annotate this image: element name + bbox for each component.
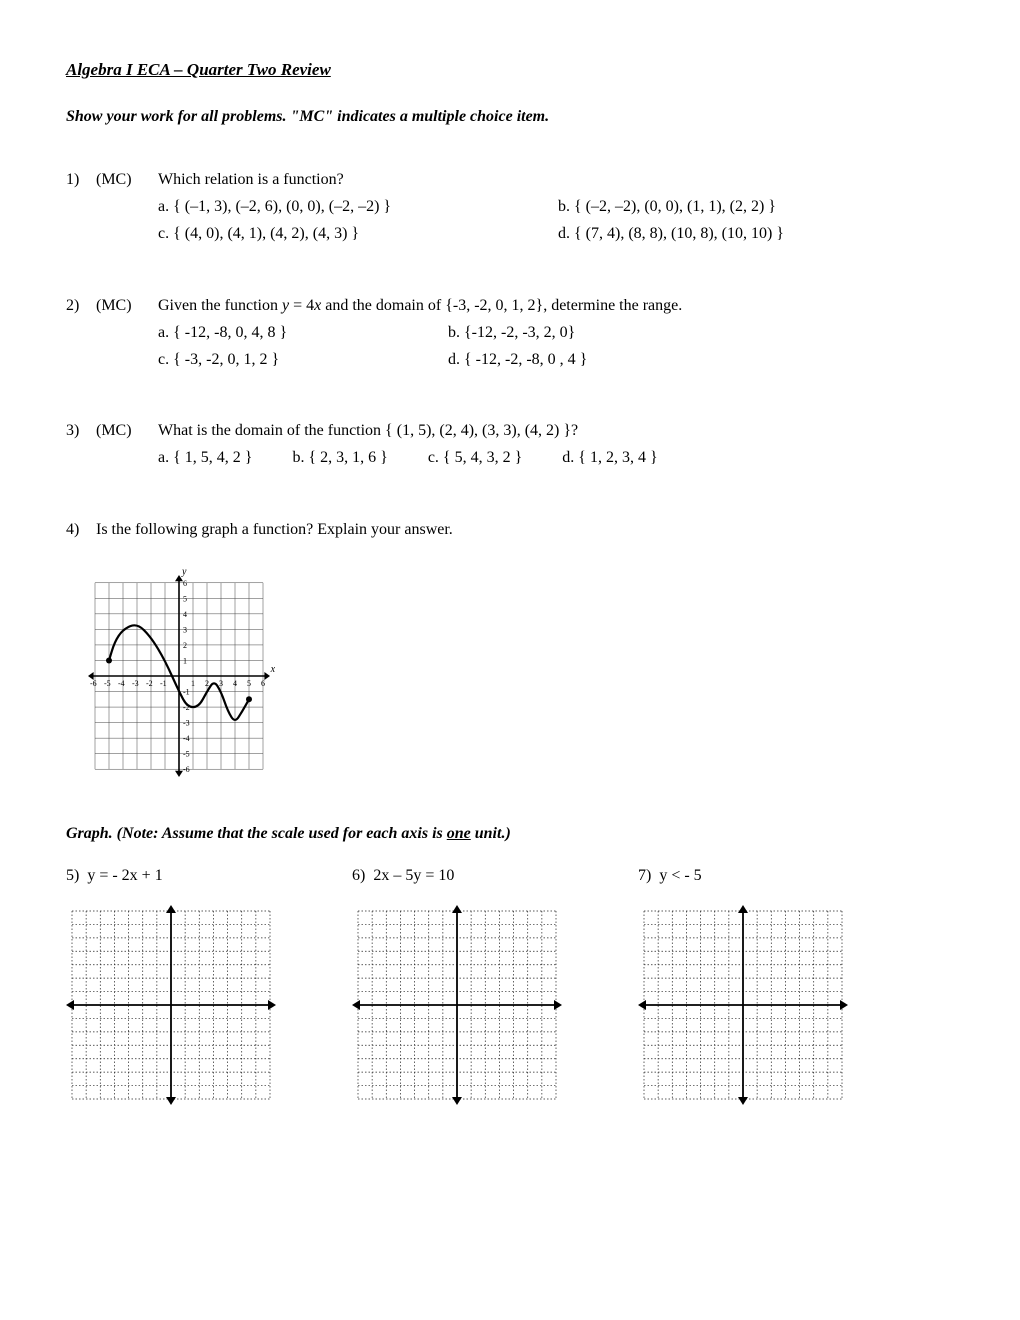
svg-text:y: y [181, 566, 187, 577]
svg-text:1: 1 [183, 656, 187, 665]
q4-number: 4) [66, 516, 96, 543]
q1-option-a: a. { (–1, 3), (–2, 6), (0, 0), (–2, –2) … [158, 193, 558, 220]
document-title: Algebra I ECA – Quarter Two Review [66, 60, 954, 80]
q3-mc-tag: (MC) [96, 417, 158, 471]
q2-option-a: a. { -12, -8, 0, 4, 8 } [158, 319, 448, 346]
svg-text:4: 4 [183, 610, 187, 619]
q3-option-c: c. { 5, 4, 3, 2 } [428, 444, 522, 471]
question-6: 6) 2x – 5y = 10 [352, 867, 562, 1105]
q3-prompt: What is the domain of the function { (1,… [158, 417, 954, 444]
q3-option-a: a. { 1, 5, 4, 2 } [158, 444, 252, 471]
svg-text:2: 2 [183, 641, 187, 650]
q1-prompt: Which relation is a function? [158, 166, 954, 193]
svg-text:1: 1 [191, 679, 195, 688]
q7-grid [638, 905, 848, 1105]
svg-text:-2: -2 [146, 679, 153, 688]
svg-text:5: 5 [247, 679, 251, 688]
q2-number: 2) [66, 292, 96, 374]
q5-grid [66, 905, 276, 1105]
svg-text:-5: -5 [183, 749, 190, 758]
question-4: 4) Is the following graph a function? Ex… [66, 516, 954, 543]
q1-number: 1) [66, 166, 96, 248]
question-5: 5) y = - 2x + 1 [66, 867, 276, 1105]
svg-text:6: 6 [183, 578, 187, 587]
svg-text:-1: -1 [160, 679, 167, 688]
graph-note: Graph. (Note: Assume that the scale used… [66, 825, 954, 843]
q1-option-c: c. { (4, 0), (4, 1), (4, 2), (4, 3) } [158, 220, 558, 247]
q2-option-d: d. { -12, -2, -8, 0 , 4 } [448, 346, 587, 373]
q4-graph: 1-12-23-34-45-56-61-12-23-34-45-56-6yx [70, 557, 954, 795]
question-1: 1) (MC) Which relation is a function? a.… [66, 166, 954, 248]
q3-option-d: d. { 1, 2, 3, 4 } [562, 444, 657, 471]
svg-text:-6: -6 [90, 679, 97, 688]
svg-text:3: 3 [183, 625, 187, 634]
question-3: 3) (MC) What is the domain of the functi… [66, 417, 954, 471]
svg-text:-6: -6 [183, 765, 190, 774]
svg-text:3: 3 [219, 679, 223, 688]
q4-prompt: Is the following graph a function? Expla… [96, 516, 954, 543]
q2-option-c: c. { -3, -2, 0, 1, 2 } [158, 346, 448, 373]
svg-text:6: 6 [261, 679, 265, 688]
svg-text:-4: -4 [118, 679, 125, 688]
svg-text:2: 2 [205, 679, 209, 688]
q3-option-b: b. { 2, 3, 1, 6 } [292, 444, 387, 471]
q3-number: 3) [66, 417, 96, 471]
svg-text:5: 5 [183, 594, 187, 603]
svg-text:-4: -4 [183, 734, 190, 743]
graph-problems-row: 5) y = - 2x + 1 6) 2x – 5y = 10 7) y < -… [66, 867, 954, 1105]
svg-text:-3: -3 [183, 718, 190, 727]
question-2: 2) (MC) Given the function y = 4x and th… [66, 292, 954, 374]
q2-prompt: Given the function y = 4x and the domain… [158, 292, 954, 319]
svg-text:x: x [270, 664, 276, 675]
q6-grid [352, 905, 562, 1105]
svg-text:-3: -3 [132, 679, 139, 688]
svg-text:4: 4 [233, 679, 237, 688]
svg-text:-5: -5 [104, 679, 111, 688]
svg-text:-1: -1 [183, 687, 190, 696]
q1-mc-tag: (MC) [96, 166, 158, 248]
q1-option-d: d. { (7, 4), (8, 8), (10, 8), (10, 10) } [558, 220, 954, 247]
question-7: 7) y < - 5 [638, 867, 848, 1105]
q2-mc-tag: (MC) [96, 292, 158, 374]
instruction-text: Show your work for all problems. "MC" in… [66, 108, 954, 126]
q2-option-b: b. {-12, -2, -3, 2, 0} [448, 319, 575, 346]
q1-option-b: b. { (–2, –2), (0, 0), (1, 1), (2, 2) } [558, 193, 954, 220]
